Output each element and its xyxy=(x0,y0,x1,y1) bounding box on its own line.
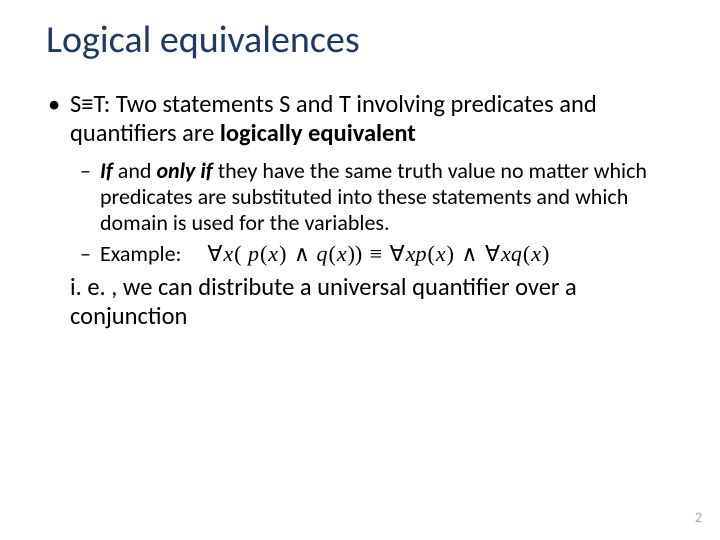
conclusion-text: i. e. , we can distribute a universal qu… xyxy=(46,273,674,331)
example-formula: ∀x( p(x) ∧ q(x)) ≡ ∀xp(x) ∧ ∀xq(x) xyxy=(206,241,550,266)
slide-title: Logical equivalences xyxy=(46,20,674,62)
bullet-level1: • S≡T: Two statements S and T involving … xyxy=(46,90,674,148)
dash-icon: – xyxy=(80,241,91,267)
dash-icon: – xyxy=(80,158,91,184)
bullet-level2-example: – Example: ∀x( p(x) ∧ q(x)) ≡ ∀xp(x) ∧ ∀… xyxy=(46,241,674,267)
example-label: Example: xyxy=(100,240,181,267)
sub1-mid: and xyxy=(113,157,157,184)
bullet-dot-icon: • xyxy=(48,90,60,119)
bullet1-text-bold: logically equivalent xyxy=(220,118,416,148)
page-number: 2 xyxy=(695,509,702,526)
sub1-onlyif: only if xyxy=(156,157,212,184)
sub1-if: If xyxy=(100,157,113,184)
bullet-level2-iff: – If and only if they have the same trut… xyxy=(46,158,674,236)
slide: Logical equivalences • S≡T: Two statemen… xyxy=(0,0,720,540)
